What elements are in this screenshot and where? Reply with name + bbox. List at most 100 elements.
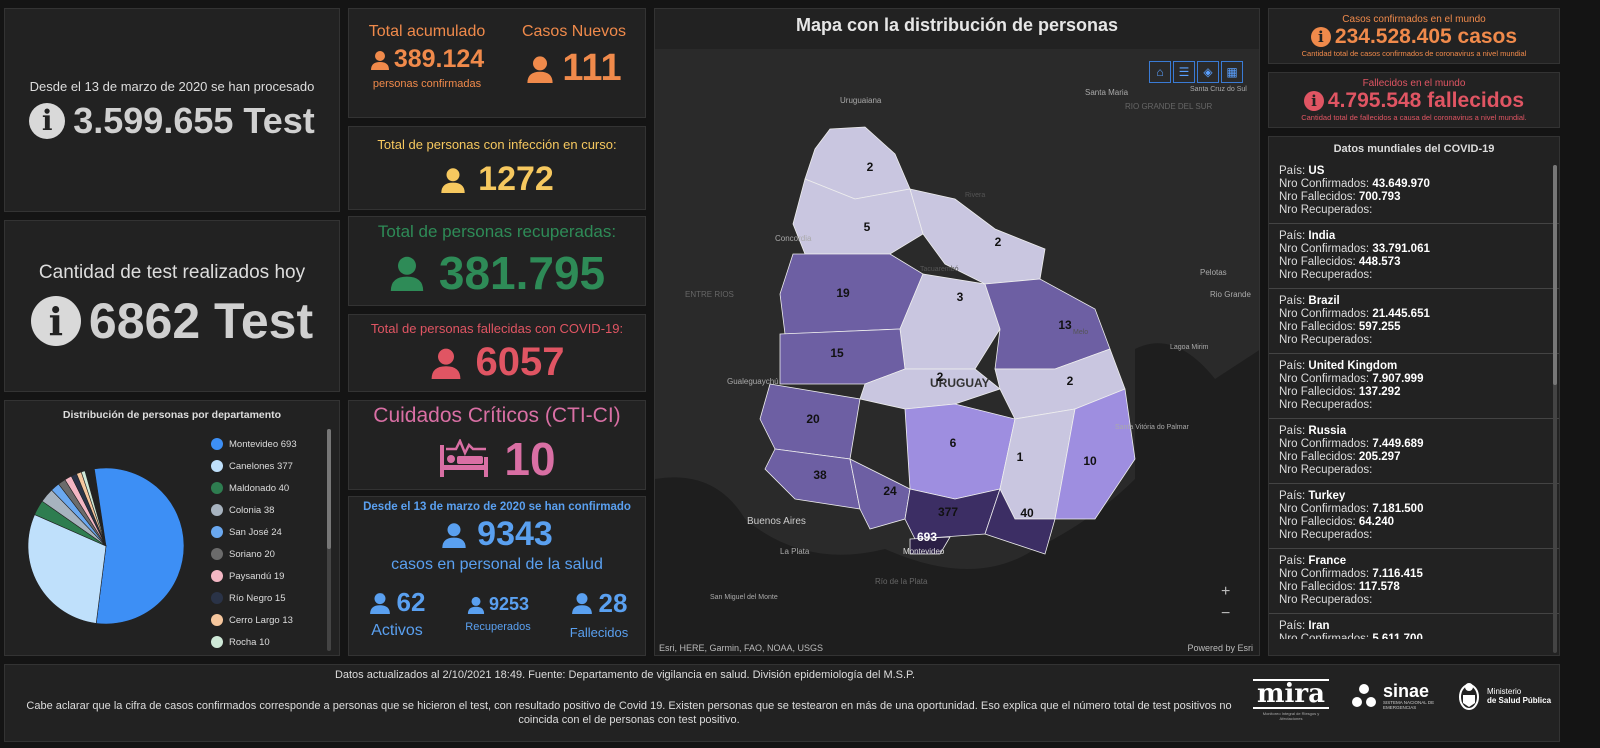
activos-label: Activos — [371, 622, 423, 639]
map-count-lavalleja: 1 — [1017, 450, 1024, 464]
legend-swatch — [211, 482, 223, 494]
legend-item[interactable]: Cerro Largo 13 — [211, 609, 297, 631]
world-row[interactable]: País: Russia Nro Confirmados: 7.449.689 Nr… — [1269, 419, 1559, 484]
fallecidos-value: 28 — [598, 587, 628, 618]
sinae-logo-sub: SISTEMA NACIONAL DE EMERGENCIAS — [1383, 700, 1435, 710]
world-row[interactable]: País: US Nro Confirmados: 43.649.970 Nro F… — [1269, 159, 1559, 224]
person-icon — [390, 256, 424, 291]
world-title: Datos mundiales del COVID-19 — [1333, 143, 1495, 155]
world-row[interactable]: País: France Nro Confirmados: 7.116.415 Nr… — [1269, 549, 1559, 614]
footer-line1: Datos actualizados al 2/10/2021 18:49. F… — [334, 669, 916, 681]
world-row[interactable]: País: India Nro Confirmados: 33.791.061 Nr… — [1269, 224, 1559, 289]
legend-swatch — [211, 504, 223, 516]
world-confirmed: Nro Confirmados: 7.181.500 — [1279, 503, 1424, 515]
map-label-la-plata: La Plata — [780, 547, 810, 556]
legend-item[interactable]: Rocha 10 — [211, 631, 297, 653]
map-label-concordia: Concordia — [775, 234, 812, 243]
map-label-uruguaiana: Uruguaiana — [840, 96, 882, 105]
world-row[interactable]: País: Brazil Nro Confirmados: 21.445.651 N… — [1269, 289, 1559, 354]
info-icon: i — [1310, 27, 1331, 47]
world-scrollbar[interactable] — [1553, 165, 1557, 653]
legend-item[interactable]: Paysandú 19 — [211, 565, 297, 587]
mira-logo: mira Monitoreo Integral de Riesgos y Afe… — [1253, 679, 1329, 721]
world-deaths: Nro Fallecidos: 597.255 — [1279, 321, 1401, 333]
coat-of-arms-icon — [1459, 683, 1479, 710]
map-count-maldonado: 40 — [1020, 506, 1034, 520]
map-label-buenos-aires: Buenos Aires — [747, 516, 806, 527]
recuperados-label: Recuperados — [465, 621, 531, 633]
legend-item[interactable]: Maldonado 40 — [211, 477, 297, 499]
map-count-tacuarembo: 3 — [957, 290, 964, 304]
legend-item[interactable]: Colonia 38 — [211, 499, 297, 521]
tests-today-value: 6862 Test — [88, 293, 314, 349]
recuperados-value: 9253 — [488, 594, 530, 614]
map-powered[interactable]: Powered by Esri — [1187, 643, 1253, 653]
fallecidos-label: Fallecidos — [569, 624, 629, 640]
tests-total-caption: Desde el 13 de marzo de 2020 se han proc… — [29, 78, 315, 94]
legend-swatch — [211, 526, 223, 538]
world-panel: Datos mundiales del COVID-19 País: US Nro… — [1268, 136, 1560, 656]
activos-value: 62 — [396, 587, 426, 617]
map-label-santa-vitoria: Santa Vitória do Palmar — [1115, 424, 1189, 431]
zoom-in-icon[interactable]: + — [1221, 583, 1231, 600]
legend-item[interactable]: Río Negro 15 — [211, 587, 297, 609]
mundo-fall-value: 4.795.548 fallecidos — [1327, 89, 1525, 112]
world-row[interactable]: País: Turkey Nro Confirmados: 7.181.500 Nr… — [1269, 484, 1559, 549]
legend-item[interactable]: Montevideo 693 — [211, 433, 297, 455]
legend-icon[interactable]: ☰ — [1173, 61, 1195, 83]
msp-logo: Ministerio de Salud Pública — [1457, 681, 1551, 711]
tests-total-panel: Desde el 13 de marzo de 2020 se han proc… — [4, 8, 340, 212]
legend-label: Paysandú 19 — [229, 570, 285, 582]
hospital-bed-icon — [440, 439, 489, 477]
world-deaths: Nro Fallecidos: 448.573 — [1279, 256, 1401, 268]
mundo-conf-sub: Cantidad total de casos confirmados de c… — [1301, 49, 1527, 58]
pie-slice-rocha[interactable] — [80, 470, 107, 547]
map-label-melo: Melo — [1073, 329, 1088, 336]
person-icon — [467, 596, 485, 614]
layers-icon[interactable]: ◈ — [1197, 61, 1219, 83]
legend-swatch — [211, 438, 223, 450]
map-count-durazno: 2 — [937, 370, 944, 384]
pie-slice-canelones[interactable] — [27, 514, 107, 624]
sinae-logo: sinae SISTEMA NACIONAL DE EMERGENCIAS — [1349, 681, 1437, 711]
map-panel: Mapa con la distribución de personas Uru… — [654, 8, 1260, 656]
pie-scrollbar[interactable] — [327, 429, 331, 651]
mundo-conf-panel: Casos confirmados en el mundo i 234.528.… — [1268, 8, 1560, 64]
home-icon[interactable]: ⌂ — [1149, 61, 1171, 83]
map-attribution: Esri, HERE, Garmin, FAO, NOAA, USGS — [659, 643, 824, 653]
tests-total-value: 3.599.655 Test — [73, 99, 315, 141]
world-row[interactable]: País: United Kingdom Nro Confirmados: 7.9… — [1269, 354, 1559, 419]
fallecidas-panel: Total de personas fallecidas con COVID-1… — [348, 314, 646, 392]
map-count-montevideo: 693 — [917, 530, 937, 544]
map-count-san-jose: 24 — [883, 484, 897, 498]
person-icon — [442, 522, 466, 548]
map-label-uruguay: URUGUAY — [930, 376, 990, 390]
legend-label: Río Negro 15 — [229, 592, 286, 604]
nuevos-title: Casos Nuevos — [521, 23, 627, 40]
legend-swatch — [211, 636, 223, 648]
world-confirmed: Nro Confirmados: 43.649.970 — [1279, 178, 1430, 190]
map-canvas[interactable]: Uruguaiana Santa Maria Santa Cruz do Sul… — [655, 49, 1260, 655]
recuperadas-panel: Total de personas recuperadas: 381.795 — [348, 216, 646, 306]
world-deaths: Nro Fallecidos: 700.793 — [1279, 191, 1401, 203]
legend-swatch — [211, 548, 223, 560]
fallecidas-value: 6057 — [475, 340, 565, 384]
legend-swatch — [211, 592, 223, 604]
legend-label: Colonia 38 — [229, 504, 275, 516]
pie-legend: Montevideo 693 Canelones 377 Maldonado 40 C… — [211, 433, 297, 653]
legend-swatch — [211, 460, 223, 472]
legend-item[interactable]: Canelones 377 — [211, 455, 297, 477]
en-curso-title: Total de personas con infección en curso… — [377, 137, 617, 152]
map-label-pelotas: Pelotas — [1200, 268, 1227, 277]
pie-slice-montevideo[interactable] — [94, 467, 185, 625]
sinae-icon — [1352, 684, 1376, 707]
legend-item[interactable]: San José 24 — [211, 521, 297, 543]
legend-item[interactable]: Soriano 20 — [211, 543, 297, 565]
world-deaths: Nro Fallecidos: 137.292 — [1279, 386, 1401, 398]
tests-today-caption: Cantidad de test realizados hoy — [38, 262, 306, 283]
world-deaths: Nro Fallecidos: 205.297 — [1279, 451, 1401, 463]
zoom-out-icon[interactable]: − — [1221, 605, 1231, 622]
basemap-icon[interactable]: ▦ — [1221, 61, 1243, 83]
sinae-logo-text: sinae — [1383, 681, 1430, 701]
